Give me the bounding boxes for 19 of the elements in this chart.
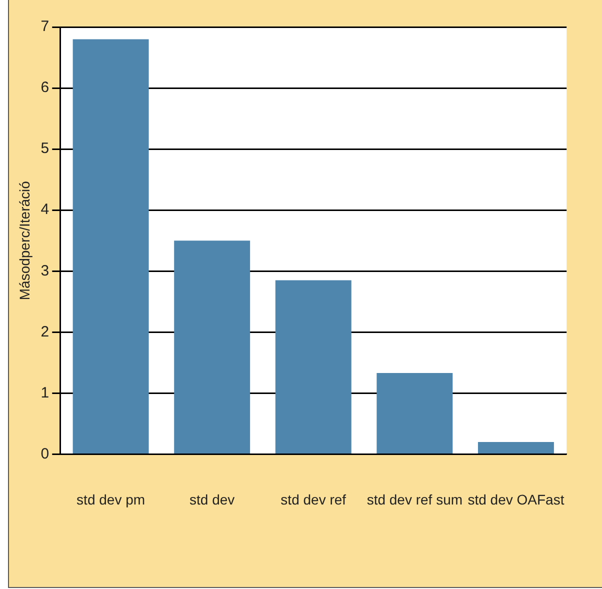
bar [478, 442, 554, 454]
bar [174, 240, 250, 454]
bar [72, 39, 149, 454]
y-tick-label: 6 [40, 79, 50, 96]
bar [275, 280, 352, 454]
x-tick-label: std dev pm [76, 491, 146, 508]
x-tick-label: std dev ref sum [366, 491, 463, 508]
y-axis-title: Másodperc/Iteráció [16, 180, 32, 300]
x-tick-label: std dev ref [280, 491, 346, 508]
y-tick-label: 3 [40, 262, 50, 280]
y-tick-label: 2 [40, 323, 50, 340]
x-tick-label: std dev [190, 491, 235, 508]
y-tick-label: 5 [40, 140, 50, 158]
bar [376, 373, 453, 454]
y-tick-label: 0 [40, 445, 50, 462]
y-tick-label: 4 [40, 201, 50, 218]
y-tick-label: 7 [40, 18, 50, 36]
x-tick-label: std dev OAFast [468, 491, 564, 508]
y-tick-label: 1 [40, 384, 50, 402]
